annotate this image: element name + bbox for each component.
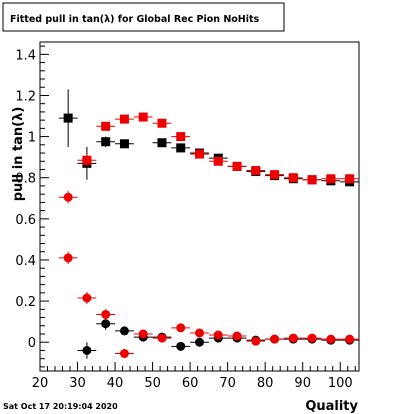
data-point-circle <box>195 337 204 347</box>
data-point-circle <box>232 331 242 341</box>
x-tick-label: 70 <box>219 376 236 391</box>
data-point-circle <box>251 336 261 346</box>
data-point-circle <box>82 293 92 303</box>
data-point-circle <box>176 341 186 351</box>
y-tick-label: 0.4 <box>15 254 36 269</box>
data-point-square <box>288 173 298 183</box>
data-point-square <box>176 143 186 153</box>
data-point-circle <box>82 345 92 355</box>
data-point-square <box>176 132 186 142</box>
title-box <box>2 2 285 32</box>
data-point-circle <box>101 319 111 329</box>
data-point-circle <box>119 326 129 336</box>
data-point-square <box>213 156 223 166</box>
chart-title: Fitted pull in tan(λ) for Global Rec Pio… <box>10 14 260 25</box>
plot-frame <box>39 41 360 372</box>
data-point-square <box>119 139 129 149</box>
timestamp: Sat Oct 17 20:19:04 2020 <box>3 402 118 411</box>
data-point-circle <box>101 309 111 319</box>
data-point-square <box>195 149 204 159</box>
data-point-square <box>157 138 167 148</box>
y-tick-label: 1.4 <box>15 48 36 63</box>
x-tick-label: 90 <box>294 376 311 391</box>
data-point-circle <box>119 349 129 359</box>
data-point-circle <box>213 330 223 340</box>
axes: 20 30 40 50 60 70 80 90 100 0 0.2 0.4 0.6 0.8 1 1.2 1.4 <box>15 45 356 391</box>
data-point-circle <box>138 329 148 339</box>
data-point-circle <box>63 192 73 202</box>
data-point-circle <box>345 334 355 344</box>
data-point-square <box>101 121 111 131</box>
data-point-circle <box>195 328 204 338</box>
data-point-square <box>307 175 317 185</box>
data-point-circle <box>288 333 298 343</box>
y-tick-label: 0.2 <box>15 295 36 310</box>
x-tick-label: 50 <box>144 376 161 391</box>
data-point-circle <box>176 323 186 333</box>
x-tick-label: 30 <box>69 376 86 391</box>
data-point-square <box>101 137 111 147</box>
x-tick-label: 60 <box>182 376 199 391</box>
x-axis-label: Quality <box>305 399 358 414</box>
x-tick-label: 100 <box>328 376 353 391</box>
data-point-circle <box>270 334 280 344</box>
series-1 <box>77 112 359 185</box>
y-tick-label: 0 <box>28 336 36 351</box>
data-point-circle <box>157 333 167 343</box>
data-point-square <box>270 170 280 180</box>
y-axis-label: pull in tan(λ) <box>11 107 26 202</box>
data-point-square <box>232 161 242 171</box>
data-point-circle <box>307 333 317 343</box>
x-tick-label: 20 <box>32 376 49 391</box>
x-tick-label: 80 <box>257 376 274 391</box>
series-0 <box>58 89 359 187</box>
data-point-square <box>345 174 355 184</box>
data-point-square <box>326 174 336 184</box>
data-point-square <box>138 112 148 122</box>
data-point-square <box>157 118 167 128</box>
x-tick-label: 40 <box>107 376 124 391</box>
y-tick-label: 0.8 <box>15 172 36 187</box>
series-3 <box>58 191 359 359</box>
data-point-circle <box>63 253 73 263</box>
y-tick-label: 1 <box>28 131 36 146</box>
data-point-square <box>251 166 261 176</box>
data-point-square <box>63 113 73 123</box>
y-tick-label: 0.6 <box>15 213 36 228</box>
data-point-square <box>119 114 129 124</box>
data-point-circle <box>326 334 336 344</box>
data-marks <box>58 89 359 359</box>
y-tick-label: 1.2 <box>15 89 36 104</box>
data-point-square <box>82 155 92 165</box>
